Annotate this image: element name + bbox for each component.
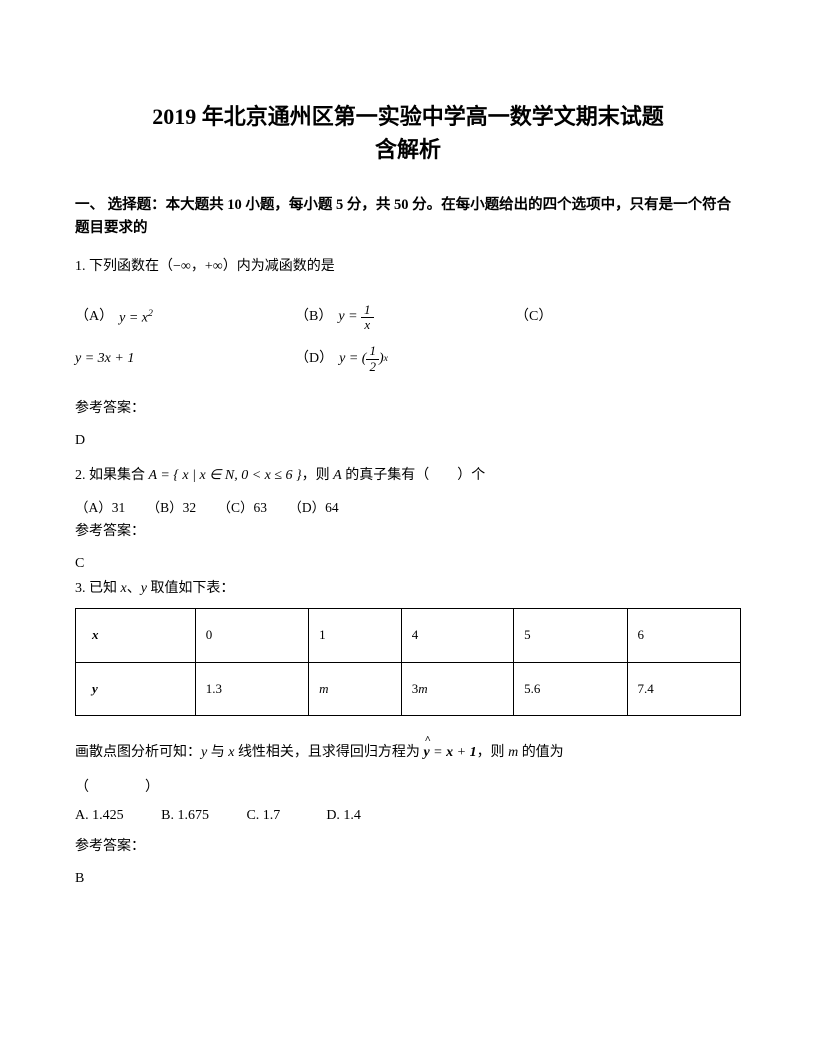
q1-optA-formula: y = x2 — [119, 306, 153, 330]
table-row: x 0 1 4 5 6 — [76, 608, 741, 662]
table-cell-header-x: x — [76, 608, 196, 662]
q1-options-row2: y = 3x + 1 （D） y = ( 1 2 )x — [75, 344, 741, 374]
q1-pos-inf: +∞ — [205, 259, 223, 274]
q1-options-row1: （A） y = x2 （B） y = 1 x （C） — [75, 303, 741, 333]
table-cell: 5.6 — [514, 662, 627, 716]
q1-optB-label: （B） — [295, 306, 332, 328]
q2-prefix: 2. 如果集合 — [75, 468, 149, 483]
q1-optA-label: （A） — [75, 306, 113, 328]
q1-optD-y: y — [339, 348, 345, 370]
q1-option-b: （B） y = 1 x — [295, 303, 515, 333]
q1-prefix: 1. 下列函数在（ — [75, 259, 173, 274]
q2-options: （A）31 （B）32 （C）63 （D）64 — [75, 497, 741, 519]
table-cell: 3m — [401, 662, 513, 716]
q1-optB-den: x — [361, 318, 373, 332]
q3-regression: y = x + 1 — [423, 745, 476, 760]
table-cell: m — [309, 662, 402, 716]
q3-text: 3. 已知 x、y 取值如下表： — [75, 581, 234, 596]
q2-optC: （C）63 — [218, 500, 268, 515]
q2-answer-label: 参考答案： — [75, 521, 741, 543]
q1-option-c-formula-wrap: y = 3x + 1 — [75, 348, 295, 370]
q1-optB-eq: = — [348, 306, 357, 328]
q3-analysis: 画散点图分析可知：y 与 x 线性相关，且求得回归方程为 y = x + 1，则… — [75, 742, 741, 764]
q1-answer: D — [75, 430, 741, 452]
table-row: y 1.3 m 3m 5.6 7.4 — [76, 662, 741, 716]
table-cell: 6 — [627, 608, 740, 662]
q3-analysis-end: 的值为 — [518, 745, 564, 760]
q1-optC-formula: y = 3x + 1 — [75, 348, 134, 370]
q3-optB: B. 1.675 — [161, 808, 209, 823]
q1-comma: ， — [191, 259, 205, 274]
q1-optD-num: 1 — [366, 344, 379, 359]
q3-data-table: x 0 1 4 5 6 y 1.3 m 3m 5.6 7.4 — [75, 608, 741, 717]
q2-optB: （B）32 — [147, 500, 197, 515]
q1-optD-den: 2 — [366, 360, 379, 374]
table-cell: 7.4 — [627, 662, 740, 716]
q2-suffix: 的真子集有（ ）个 — [342, 468, 486, 483]
table-cell: 0 — [195, 608, 308, 662]
q1-optC-label: （C） — [515, 306, 552, 328]
q1-neg-inf: −∞ — [173, 259, 191, 274]
q1-suffix: ）内为减函数的是 — [223, 259, 335, 274]
question-3: 3. 已知 x、y 取值如下表： — [75, 578, 741, 600]
q1-option-a: （A） y = x2 — [75, 306, 295, 330]
q1-optB-frac: 1 x — [361, 303, 374, 333]
q3-analysis-mid: 线性相关，且求得回归方程为 — [234, 745, 423, 760]
q1-answer-label: 参考答案： — [75, 398, 741, 420]
q2-set-A: A — [333, 468, 342, 483]
table-cell: 1 — [309, 608, 402, 662]
q1-optD-frac: 1 2 — [366, 344, 379, 374]
q3-optD: D. 1.4 — [326, 808, 361, 823]
section-1-header: 一、 选择题：本大题共 10 小题，每小题 5 分，共 50 分。在每小题给出的… — [75, 194, 741, 240]
q1-optD-formula: y = ( 1 2 )x — [339, 344, 388, 374]
q2-formula: A = { x | x ∈ N, 0 < x ≤ 6 } — [149, 468, 302, 483]
question-2: 2. 如果集合 A = { x | x ∈ N, 0 < x ≤ 6 }，则 A… — [75, 465, 741, 487]
q1-optB-y: y — [338, 306, 344, 328]
q3-and: 与 — [207, 745, 228, 760]
q3-blank: （ ） — [75, 777, 741, 799]
q2-mid: ，则 — [302, 468, 334, 483]
q3-optA: A. 1.425 — [75, 808, 124, 823]
q1-option-c: （C） — [515, 306, 552, 328]
document-title: 2019 年北京通州区第一实验中学高一数学文期末试题 含解析 — [75, 100, 741, 166]
q3-options: A. 1.425 B. 1.675 C. 1.7 D. 1.4 — [75, 805, 741, 827]
table-cell-header-y: y — [76, 662, 196, 716]
q1-optB-num: 1 — [361, 303, 374, 318]
q3-analysis-prefix: 画散点图分析可知： — [75, 745, 201, 760]
title-line1: 2019 年北京通州区第一实验中学高一数学文期末试题 — [152, 104, 664, 129]
q3-analysis-suffix: ，则 — [477, 745, 509, 760]
table-cell: 1.3 — [195, 662, 308, 716]
table-cell: 4 — [401, 608, 513, 662]
q1-optD-label: （D） — [295, 348, 333, 370]
q1-option-d: （D） y = ( 1 2 )x — [295, 344, 388, 374]
q3-m-var: m — [508, 745, 518, 760]
q2-optA: （A）31 — [75, 500, 125, 515]
question-1: 1. 下列函数在（−∞，+∞）内为减函数的是 — [75, 256, 741, 278]
q2-optD: （D）64 — [288, 500, 338, 515]
q3-answer-label: 参考答案： — [75, 836, 741, 858]
q2-answer: C — [75, 553, 741, 575]
q1-optB-formula: y = 1 x — [338, 303, 373, 333]
title-line2: 含解析 — [375, 137, 441, 162]
q3-optC: C. 1.7 — [246, 808, 280, 823]
q1-optD-exp: x — [384, 351, 388, 367]
table-cell: 5 — [514, 608, 627, 662]
q3-answer: B — [75, 868, 741, 890]
